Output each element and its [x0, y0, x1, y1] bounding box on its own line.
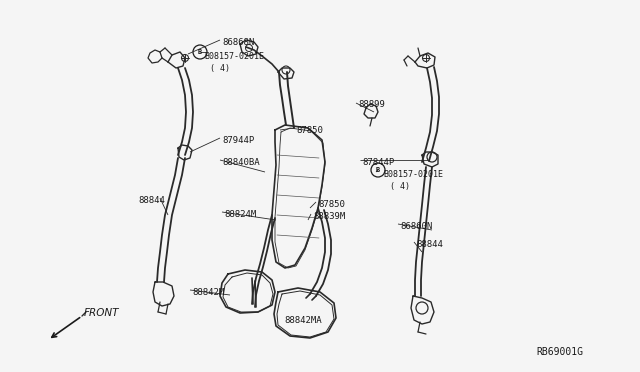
Text: 88844: 88844 [416, 240, 443, 249]
Text: B: B [376, 167, 380, 173]
Text: 87844P: 87844P [362, 158, 394, 167]
Text: RB69001G: RB69001G [536, 347, 584, 357]
Text: 88842MA: 88842MA [284, 316, 322, 325]
Text: 87944P: 87944P [222, 136, 254, 145]
Text: ( 4): ( 4) [390, 182, 410, 191]
Circle shape [371, 163, 385, 177]
Text: 86868N: 86868N [222, 38, 254, 47]
Text: B: B [198, 49, 202, 55]
Text: B08157-0201E: B08157-0201E [383, 170, 443, 179]
Text: 88839M: 88839M [313, 212, 345, 221]
Text: B08157-0201E: B08157-0201E [204, 52, 264, 61]
Text: ( 4): ( 4) [210, 64, 230, 73]
Text: 87850: 87850 [296, 126, 323, 135]
Text: FRONT: FRONT [84, 308, 120, 318]
Text: 87850: 87850 [318, 200, 345, 209]
Text: 88844: 88844 [138, 196, 165, 205]
Circle shape [193, 45, 207, 59]
Text: 88824M: 88824M [224, 210, 256, 219]
Text: 86860N: 86860N [400, 222, 432, 231]
Text: 88840BA: 88840BA [222, 158, 260, 167]
Text: 88899: 88899 [358, 100, 385, 109]
Text: 88842M: 88842M [192, 288, 224, 297]
